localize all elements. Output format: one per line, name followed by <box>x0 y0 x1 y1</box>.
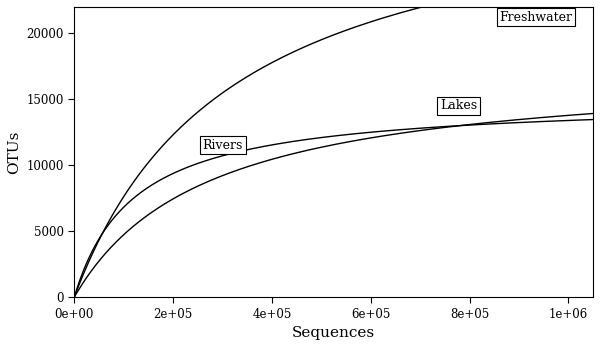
Text: Rivers: Rivers <box>203 139 243 152</box>
Text: Freshwater: Freshwater <box>499 11 572 24</box>
Text: Lakes: Lakes <box>440 99 477 112</box>
X-axis label: Sequences: Sequences <box>292 326 375 340</box>
Y-axis label: OTUs: OTUs <box>7 130 21 174</box>
